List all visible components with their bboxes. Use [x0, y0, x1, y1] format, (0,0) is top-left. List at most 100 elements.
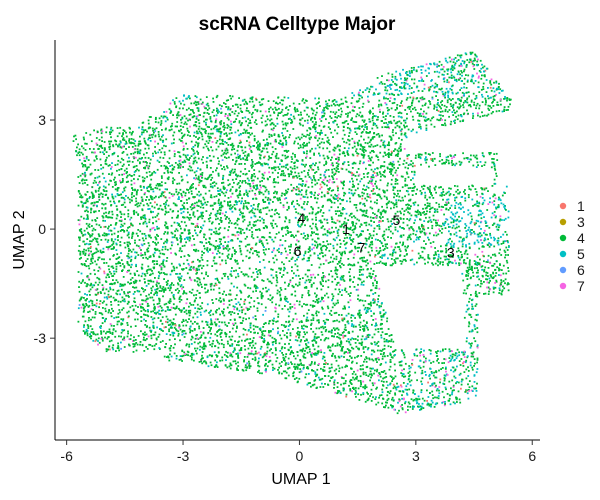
scatter-point-4 [481, 101, 484, 103]
scatter-point-7 [293, 307, 296, 310]
scatter-point-4 [143, 233, 146, 235]
scatter-point-4 [199, 168, 202, 171]
scatter-point-4 [87, 319, 90, 322]
scatter-point-4 [240, 298, 242, 301]
scatter-point-4 [251, 132, 253, 135]
scatter-point-4 [217, 172, 220, 175]
scatter-point-5 [186, 174, 188, 177]
scatter-point-4 [189, 113, 192, 116]
scatter-point-4 [88, 310, 91, 313]
scatter-point-4 [341, 366, 344, 369]
scatter-point-4 [320, 331, 323, 333]
scatter-point-4 [320, 221, 322, 224]
scatter-point-4 [398, 409, 400, 412]
scatter-point-4 [332, 196, 335, 199]
scatter-point-4 [186, 350, 189, 353]
scatter-point-4 [335, 311, 338, 314]
scatter-point-4 [97, 250, 99, 253]
scatter-point-5 [216, 361, 218, 364]
scatter-point-4 [190, 292, 193, 294]
scatter-point-4 [334, 222, 337, 224]
scatter-point-4 [85, 142, 88, 145]
scatter-point-4 [350, 234, 352, 237]
scatter-point-7 [132, 340, 134, 342]
scatter-point-4 [354, 389, 357, 392]
scatter-point-4 [348, 251, 351, 254]
scatter-point-4 [315, 216, 317, 219]
scatter-point-4 [384, 89, 387, 92]
scatter-point-4 [311, 179, 314, 181]
scatter-point-4 [271, 224, 274, 227]
scatter-point-4 [359, 385, 362, 388]
scatter-point-4 [147, 279, 150, 282]
scatter-point-4 [139, 202, 142, 205]
scatter-point-4 [177, 210, 179, 213]
scatter-point-5 [346, 200, 348, 203]
scatter-point-4 [490, 256, 492, 259]
scatter-point-4 [492, 100, 494, 103]
scatter-point-4 [255, 184, 257, 187]
scatter-point-4 [371, 207, 374, 210]
scatter-point-4 [498, 196, 500, 199]
scatter-point-4 [94, 333, 97, 336]
scatter-point-4 [265, 162, 268, 165]
scatter-point-4 [337, 390, 339, 392]
scatter-point-4 [372, 107, 374, 110]
scatter-point-4 [87, 210, 89, 213]
scatter-point-4 [164, 213, 166, 216]
scatter-point-4 [372, 384, 375, 387]
scatter-point-1 [448, 81, 450, 84]
scatter-point-4 [202, 215, 204, 217]
scatter-point-4 [133, 286, 136, 289]
scatter-point-4 [426, 118, 428, 121]
scatter-point-5 [374, 123, 376, 125]
scatter-point-5 [375, 396, 377, 399]
scatter-point-4 [190, 358, 193, 361]
scatter-point-4 [462, 104, 464, 106]
scatter-point-5 [507, 216, 510, 219]
scatter-point-7 [370, 177, 372, 180]
scatter-point-4 [161, 322, 164, 325]
scatter-point-4 [213, 184, 216, 187]
scatter-point-1 [422, 226, 425, 229]
scatter-point-4 [78, 257, 81, 260]
scatter-point-4 [345, 241, 348, 244]
scatter-point-4 [285, 107, 287, 110]
scatter-point-4 [245, 191, 248, 194]
scatter-point-4 [403, 227, 405, 230]
scatter-point-4 [440, 194, 443, 197]
scatter-point-4 [178, 182, 181, 185]
scatter-point-5 [171, 236, 174, 239]
scatter-point-4 [298, 334, 301, 337]
scatter-point-4 [299, 340, 302, 343]
scatter-point-4 [175, 204, 178, 207]
scatter-point-4 [275, 101, 278, 104]
scatter-point-4 [104, 162, 107, 165]
scatter-point-4 [171, 326, 173, 329]
scatter-point-5 [106, 297, 109, 300]
scatter-point-4 [439, 194, 442, 197]
scatter-point-4 [227, 322, 230, 324]
scatter-point-4 [212, 244, 215, 247]
scatter-point-4 [363, 121, 365, 123]
scatter-point-4 [410, 87, 413, 89]
scatter-point-4 [340, 294, 343, 296]
scatter-point-4 [395, 205, 398, 208]
scatter-point-4 [126, 229, 128, 232]
scatter-point-4 [250, 175, 253, 178]
scatter-point-4 [202, 348, 205, 350]
scatter-point-4 [231, 267, 233, 269]
scatter-point-4 [280, 252, 283, 254]
scatter-point-5 [206, 303, 209, 306]
scatter-point-4 [476, 361, 478, 364]
scatter-point-4 [362, 154, 364, 157]
scatter-point-4 [315, 312, 317, 315]
scatter-point-4 [370, 159, 372, 162]
scatter-point-4 [232, 159, 234, 161]
scatter-point-4 [218, 342, 221, 345]
scatter-point-7 [374, 318, 377, 320]
scatter-point-5 [170, 355, 173, 358]
scatter-point-4 [199, 180, 202, 183]
scatter-point-5 [445, 373, 448, 376]
scatter-point-4 [266, 115, 268, 118]
